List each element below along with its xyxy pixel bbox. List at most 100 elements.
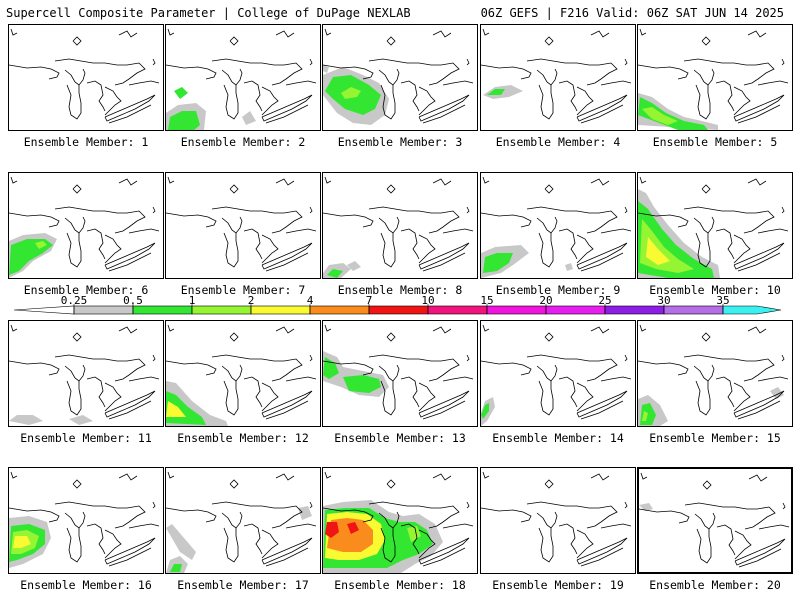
ensemble-map-panel bbox=[637, 320, 793, 427]
ensemble-member-label: Ensemble Member: 1 bbox=[23, 135, 149, 149]
scp-contour-fill bbox=[298, 506, 312, 520]
scp-contour-fill bbox=[646, 237, 670, 265]
coastline bbox=[10, 324, 18, 332]
coastline bbox=[323, 507, 374, 523]
great-lakes-map bbox=[481, 471, 632, 567]
coastline bbox=[481, 212, 532, 228]
coastline bbox=[638, 64, 689, 80]
colorbar-segment bbox=[73, 305, 134, 315]
coastline bbox=[580, 104, 624, 124]
great-lakes-map bbox=[638, 324, 789, 426]
coastline bbox=[386, 36, 396, 46]
coastline bbox=[54, 206, 146, 234]
coastline bbox=[695, 84, 711, 120]
coastline bbox=[400, 376, 420, 408]
scp-contour-fill bbox=[639, 503, 653, 511]
scp-contour-fill bbox=[170, 564, 182, 572]
coastline bbox=[638, 360, 689, 376]
coastline bbox=[576, 390, 628, 418]
coastline bbox=[418, 86, 436, 116]
map-title: Supercell Composite Parameter | College … bbox=[6, 6, 411, 20]
great-lakes-map bbox=[166, 324, 317, 426]
coastline bbox=[526, 206, 618, 234]
coastline bbox=[432, 30, 452, 38]
coastline bbox=[243, 376, 263, 408]
coastline bbox=[418, 94, 470, 122]
coastline bbox=[66, 380, 82, 416]
coastline bbox=[128, 376, 160, 382]
coastline bbox=[64, 511, 86, 529]
coastline bbox=[418, 390, 470, 418]
coastline bbox=[309, 58, 313, 66]
coastline bbox=[380, 84, 396, 120]
coastline bbox=[86, 228, 106, 260]
coastline bbox=[693, 364, 715, 382]
coastline bbox=[309, 501, 313, 509]
coastline bbox=[128, 80, 160, 86]
coastline bbox=[747, 30, 767, 38]
coastline bbox=[694, 512, 716, 530]
coastline bbox=[624, 58, 628, 66]
ensemble-map-panel bbox=[480, 467, 636, 574]
great-lakes-map bbox=[481, 324, 632, 426]
coastline bbox=[624, 501, 628, 509]
coastline bbox=[265, 252, 309, 272]
coastline bbox=[422, 547, 466, 567]
colorbar-tick-label: 15 bbox=[480, 296, 493, 307]
coastline bbox=[400, 80, 420, 112]
ensemble-member-label: Ensemble Member: 17 bbox=[177, 578, 309, 592]
scp-contour-fill bbox=[174, 87, 188, 99]
coastline bbox=[538, 232, 554, 268]
scp-contour-fill bbox=[347, 261, 361, 271]
coastline bbox=[72, 36, 82, 46]
coastline bbox=[275, 178, 295, 186]
coastline bbox=[378, 68, 400, 86]
coastline bbox=[733, 390, 785, 418]
coastline bbox=[152, 206, 156, 214]
ensemble-map-panel bbox=[480, 24, 636, 131]
coastline bbox=[481, 64, 532, 80]
coastline bbox=[715, 228, 735, 260]
coastline bbox=[683, 58, 775, 86]
coastline bbox=[418, 242, 470, 270]
coastline bbox=[54, 501, 146, 529]
coastline bbox=[696, 528, 712, 564]
coastline bbox=[695, 380, 711, 416]
coastline bbox=[693, 216, 715, 234]
ensemble-map-panel bbox=[165, 172, 321, 279]
ensemble-member-label: Ensemble Member: 2 bbox=[180, 135, 306, 149]
coastline bbox=[128, 523, 160, 529]
coastline bbox=[482, 324, 490, 332]
coastline bbox=[418, 537, 470, 565]
great-lakes-map bbox=[638, 28, 789, 130]
coastline bbox=[166, 360, 217, 376]
coastline bbox=[211, 354, 303, 382]
coastline bbox=[747, 178, 767, 186]
coastline bbox=[152, 501, 156, 509]
coastline bbox=[715, 376, 735, 408]
coastline bbox=[600, 80, 632, 86]
ensemble-member-label: Ensemble Member: 10 bbox=[649, 283, 781, 297]
coastline bbox=[757, 80, 789, 86]
coastline bbox=[167, 28, 175, 36]
coastline bbox=[324, 176, 332, 184]
coastline bbox=[324, 28, 332, 36]
scp-contour-fill bbox=[242, 111, 256, 125]
coastline bbox=[733, 234, 751, 264]
coastline bbox=[733, 242, 785, 270]
ensemble-member-label: Ensemble Member: 16 bbox=[20, 578, 152, 592]
coastline bbox=[261, 94, 313, 122]
great-lakes-map bbox=[9, 176, 160, 278]
coastline bbox=[229, 36, 239, 46]
ensemble-member-label: Ensemble Member: 6 bbox=[23, 283, 149, 297]
ensemble-member-label: Ensemble Member: 3 bbox=[337, 135, 463, 149]
coastline bbox=[167, 176, 175, 184]
coastline bbox=[432, 178, 452, 186]
coastline bbox=[576, 242, 628, 270]
coastline bbox=[261, 537, 313, 565]
coastline bbox=[380, 232, 396, 268]
coastline bbox=[716, 524, 736, 556]
scp-contour-fill bbox=[168, 111, 200, 130]
coastline bbox=[695, 232, 711, 268]
coastline bbox=[536, 68, 558, 86]
